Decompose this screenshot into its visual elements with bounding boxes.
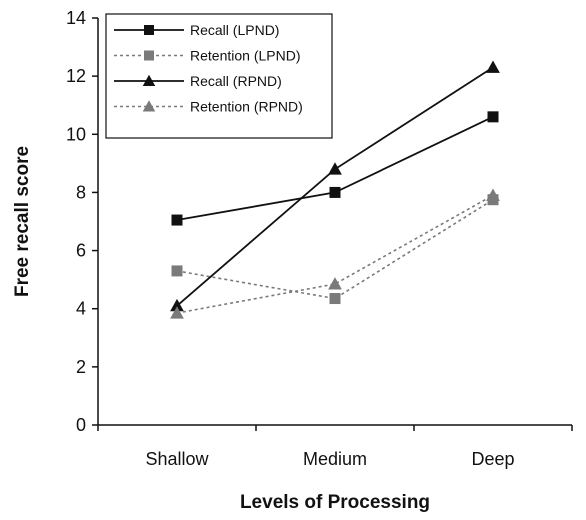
y-tick-label: 4 xyxy=(76,299,86,319)
legend-item: Recall (RPND) xyxy=(114,73,282,89)
legend-box xyxy=(105,13,333,139)
data-point xyxy=(171,265,183,277)
legend-item: Recall (LPND) xyxy=(114,22,279,38)
data-point xyxy=(486,60,500,73)
series-4 xyxy=(170,188,500,319)
series-line xyxy=(176,199,494,300)
data-point xyxy=(171,214,183,226)
legend-label: Recall (RPND) xyxy=(190,73,282,89)
legend: Recall (LPND) Retention (LPND) Recall (RPN… xyxy=(105,13,333,139)
x-tick-label: Shallow xyxy=(145,449,209,469)
legend-marker xyxy=(142,100,156,112)
data-point xyxy=(170,298,184,312)
x-axis-ticks: Shallow Medium Deep xyxy=(97,425,573,469)
y-tick-label: 10 xyxy=(66,124,86,144)
data-point xyxy=(170,306,184,319)
y-tick-label: 12 xyxy=(66,66,86,86)
y-axis-ticks: 0 2 4 6 8 10 12 14 xyxy=(66,8,98,435)
y-tick-label: 2 xyxy=(76,357,86,377)
y-tick-label: 0 xyxy=(76,415,86,435)
data-point xyxy=(329,293,341,305)
legend-marker xyxy=(144,25,154,35)
data-point xyxy=(486,188,500,201)
legend-label: Retention (RPND) xyxy=(190,99,303,115)
x-axis-title: Levels of Processing xyxy=(240,492,430,513)
legend-label: Retention (LPND) xyxy=(190,48,301,64)
legend-label: Recall (LPND) xyxy=(190,22,279,38)
x-tick-label: Medium xyxy=(303,449,367,469)
series-1 xyxy=(171,111,499,226)
y-axis-title: Free recall score xyxy=(12,146,33,297)
legend-marker xyxy=(142,74,156,86)
data-point xyxy=(328,277,342,290)
data-point xyxy=(329,186,341,198)
y-tick-label: 6 xyxy=(76,241,86,261)
legend-item: Retention (RPND) xyxy=(114,99,303,115)
legend-marker xyxy=(144,50,154,61)
data-point xyxy=(328,162,342,175)
data-point xyxy=(487,111,499,123)
series-layer xyxy=(170,60,500,319)
x-tick-label: Deep xyxy=(471,449,514,469)
y-tick-label: 8 xyxy=(76,182,86,202)
series-3 xyxy=(170,60,500,312)
legend-item: Retention (LPND) xyxy=(114,48,301,64)
y-tick-label: 14 xyxy=(66,8,86,28)
